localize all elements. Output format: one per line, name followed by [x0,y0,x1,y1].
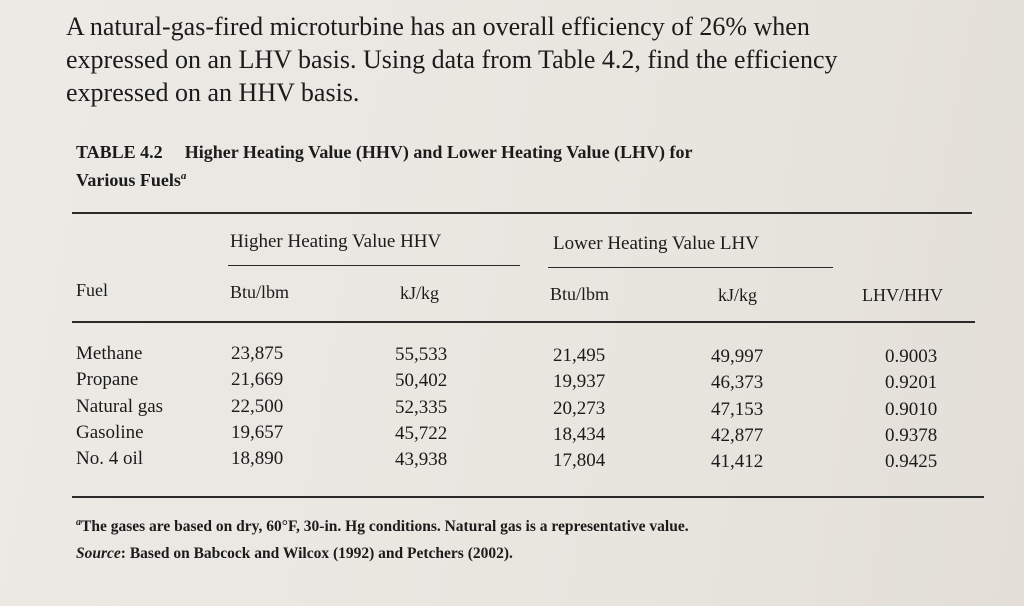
cell-ratio: 0.9378 [885,425,938,446]
cell-lhv-btu: 20,273 [553,398,606,419]
cell-hhv-kj: 45,722 [395,423,448,444]
cell-fuel: Natural gas [76,396,164,417]
cell-hhv-btu: 22,500 [231,396,284,417]
cell-fuel: Propane [76,369,139,390]
col-header-hhv-kj: kJ/kg [400,283,440,303]
cell-fuel: No. 4 oil [76,448,144,469]
cell-lhv-kj: 46,373 [711,372,764,393]
table-title-line1: Higher Heating Value (HHV) and Lower Hea… [184,142,693,162]
cell-hhv-kj: 52,335 [395,397,448,418]
group-rule-lhv [548,267,833,268]
cell-lhv-kj: 47,153 [711,399,764,420]
cell-ratio: 0.9010 [885,399,938,420]
col-header-hhv-btu: Btu/lbm [230,282,290,302]
table-title-line2: Various Fuels [76,170,181,190]
footnote-text: The gases are based on dry, 60°F, 30-in.… [81,518,689,536]
footnote-mark: a [76,517,81,528]
col-header-ratio: LHV/HHV [862,285,943,305]
cell-hhv-kj: 50,402 [395,370,448,391]
col-header-lhv-btu: Btu/lbm [550,284,610,304]
cell-ratio: 0.9201 [885,372,938,393]
cell-hhv-kj: 43,938 [395,449,448,470]
cell-hhv-btu: 23,875 [231,343,284,364]
problem-line: expressed on an LHV basis. Using data fr… [66,45,838,74]
cell-fuel: Methane [76,343,143,364]
cell-lhv-btu: 19,937 [553,371,606,392]
cell-lhv-btu: 17,804 [553,450,606,471]
group-rule-hhv [228,265,520,266]
col-header-lhv-kj: kJ/kg [718,285,758,305]
cell-fuel: Gasoline [76,422,144,443]
cell-lhv-kj: 41,412 [711,451,764,472]
table-top-rule [72,212,972,214]
table-number: TABLE 4.2 [76,142,163,162]
table-bottom-rule [72,496,984,498]
table-caption: TABLE 4.2 Higher Heating Value (HHV) and … [76,140,976,192]
cell-ratio: 0.9425 [885,451,938,472]
cell-hhv-btu: 19,657 [231,422,284,443]
group-header-hhv: Higher Heating Value HHV [230,231,442,252]
cell-lhv-btu: 18,434 [553,424,606,445]
source-label: Source [76,545,121,563]
col-header-fuel: Fuel [76,280,109,300]
problem-statement: A natural-gas-fired microturbine has an … [66,10,996,109]
cell-ratio: 0.9003 [885,346,938,367]
title-footnote-mark: a [180,170,187,182]
cell-lhv-btu: 21,495 [553,345,606,366]
problem-line: expressed on an HHV basis. [66,78,360,107]
cell-hhv-btu: 21,669 [231,369,284,390]
cell-lhv-kj: 49,997 [711,346,764,367]
cell-lhv-kj: 42,877 [711,425,764,446]
group-header-lhv: Lower Heating Value LHV [553,233,759,254]
problem-line: A natural-gas-fired microturbine has an … [66,12,810,41]
header-bottom-rule [72,321,975,323]
source-text: : Based on Babcock and Wilcox (1992) and… [120,545,513,563]
table-footnote: aThe gases are based on dry, 60°F, 30-in… [76,509,976,567]
cell-hhv-kj: 55,533 [395,344,448,365]
cell-hhv-btu: 18,890 [231,448,284,469]
